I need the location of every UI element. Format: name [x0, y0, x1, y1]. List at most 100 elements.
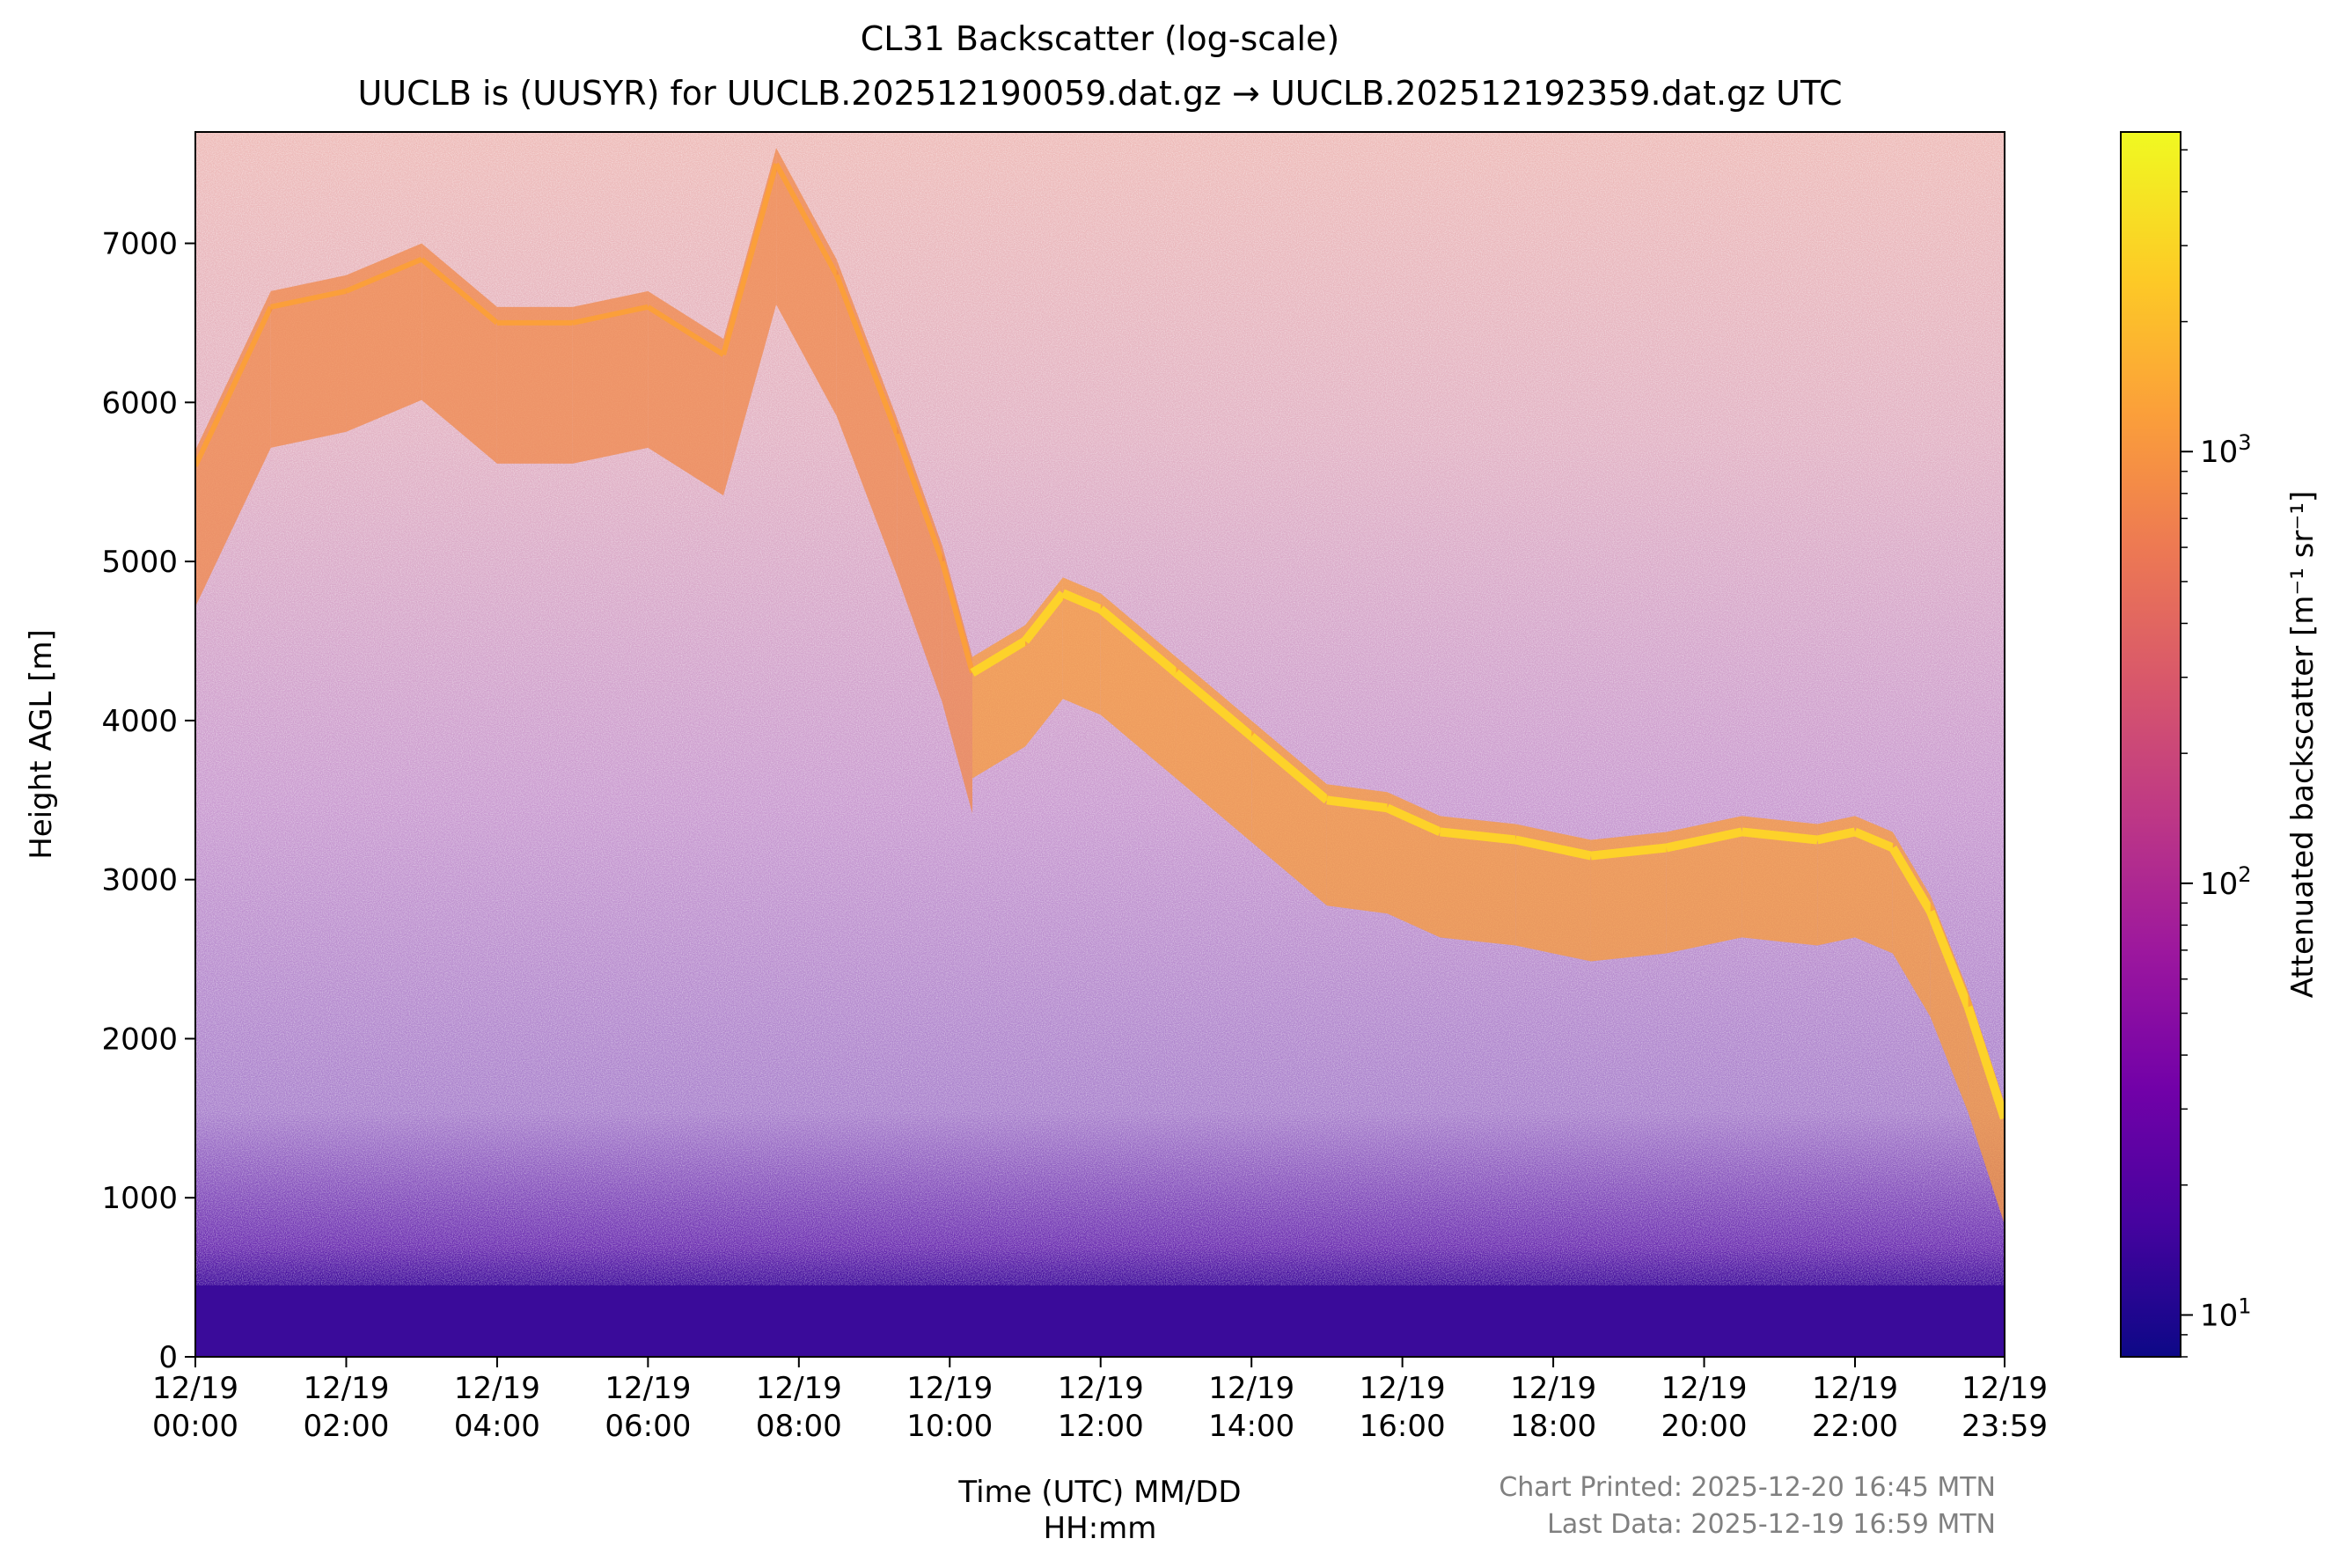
- cloud-segment: [1062, 577, 1101, 715]
- x-tick-label-time: 08:00: [756, 1409, 842, 1444]
- x-tick-label-time: 20:00: [1661, 1409, 1748, 1444]
- chart-subtitle: UUCLB is (UUSYR) for UUCLB.202512190059.…: [357, 74, 1842, 113]
- cloud-segment: [1930, 895, 1969, 1113]
- x-tick-label-date: 12/19: [1058, 1371, 1144, 1406]
- x-tick-label-date: 12/19: [1510, 1371, 1596, 1406]
- y-tick-label: 5000: [101, 545, 178, 580]
- cloud-base-line: [970, 637, 1028, 677]
- cloud-segment: [776, 148, 837, 416]
- cloud-segment: [1817, 816, 1856, 946]
- y-tick-label: 3000: [101, 863, 178, 898]
- x-tick-label-time: 18:00: [1510, 1409, 1596, 1444]
- cloud-segment: [1326, 784, 1388, 914]
- cloud-segment: [1515, 824, 1591, 962]
- colorbar-gradient: [2120, 131, 2181, 1358]
- cloud-base-line: [195, 305, 274, 467]
- cloud-segment: [1741, 816, 1818, 946]
- cloud-base-line: [1022, 590, 1067, 644]
- x-tick-label-time: 14:00: [1208, 1409, 1294, 1444]
- cloud-base-line: [1248, 733, 1331, 804]
- cloud-base-line: [1888, 845, 1935, 914]
- x-axis-label-line1: Time (UTC) MM/DD: [957, 1475, 1241, 1510]
- x-tick-label-date: 12/19: [906, 1371, 993, 1406]
- cloud-base-line: [270, 288, 348, 310]
- cloud-base-line: [420, 257, 499, 326]
- colorbar-ticks: 101 102 103: [2181, 149, 2252, 1358]
- cloud-segment: [422, 243, 497, 464]
- y-tick-label: 2000: [101, 1022, 178, 1057]
- x-tick-label-time: 12:00: [1058, 1409, 1144, 1444]
- cloud-segment: [1025, 577, 1063, 747]
- last-data-note: Last Data: 2025-12-19 16:59 MTN: [1547, 1509, 1996, 1540]
- cloud-base-line: [345, 256, 423, 294]
- cloud-base-line: [1385, 803, 1442, 836]
- y-tick-label: 1000: [101, 1181, 178, 1216]
- cloud-segment: [1251, 720, 1327, 906]
- cloud-base-line: [1963, 1005, 2005, 1120]
- y-axis: 0 1000 2000 3000 4000 5000 6000 7000: [101, 227, 195, 1375]
- x-tick-label-time: 22:00: [1812, 1409, 1898, 1444]
- x-tick-label-date: 12/19: [605, 1371, 691, 1406]
- cloud-layer: [195, 148, 2005, 1224]
- cloud-segment: [1892, 832, 1931, 1017]
- cloud-base-line: [572, 304, 649, 326]
- cloud-base-line: [1514, 835, 1592, 861]
- colorbar-tick-label: 102: [2200, 862, 2252, 902]
- x-tick-label-date: 12/19: [1360, 1371, 1446, 1406]
- cloud-segment: [270, 275, 347, 448]
- cloud-segment: [1100, 593, 1177, 779]
- cloud-base-line: [1590, 843, 1668, 861]
- x-tick-label-date: 12/19: [1812, 1371, 1898, 1406]
- cloud-base-line: [1665, 827, 1743, 853]
- y-tick-label: 7000: [101, 227, 178, 262]
- cloud-base-line: [894, 433, 945, 563]
- cloud-segment: [496, 306, 573, 464]
- colorbar-label: Attenuated backscatter [m⁻¹ sr⁻¹]: [2285, 491, 2321, 999]
- x-axis-label-line2: HH:mm: [1044, 1511, 1157, 1546]
- x-axis: 12/1900:0012/1902:0012/1904:0012/1906:00…: [152, 1357, 2048, 1444]
- cloud-base-line: [1926, 909, 1973, 1009]
- cloud-segment: [1968, 991, 2005, 1224]
- cloud-base-line: [721, 163, 779, 355]
- x-tick-label-time: 06:00: [605, 1409, 691, 1444]
- y-tick-label: 4000: [101, 704, 178, 739]
- x-tick-label-time: 04:00: [454, 1409, 540, 1444]
- x-tick-label-time: 23:59: [1961, 1409, 2048, 1444]
- colorbar-tick-label: 103: [2200, 430, 2252, 470]
- cloud-base-line: [1816, 827, 1857, 845]
- chart-printed-note: Chart Printed: 2025-12-20 16:45 MTN: [1499, 1472, 1996, 1503]
- cloud-base-line: [1439, 827, 1516, 845]
- y-axis-label: Height AGL [m]: [24, 629, 59, 860]
- cloud-base-line: [1853, 827, 1895, 853]
- cloud-base-line: [939, 561, 975, 674]
- cloud-segment: [572, 290, 649, 464]
- colorbar: 101 102 103 Attenuated backscatter [m⁻¹ sr…: [2120, 131, 2321, 1358]
- x-tick-label-date: 12/19: [1961, 1371, 2048, 1406]
- cloud-segment: [836, 259, 898, 575]
- cloud-segment: [942, 546, 972, 814]
- cloud-segment: [346, 243, 422, 432]
- plot-area: [195, 132, 2005, 1357]
- cloud-base-line: [1741, 827, 1818, 845]
- cloud-segment: [1176, 656, 1252, 842]
- x-tick-label-date: 12/19: [1208, 1371, 1294, 1406]
- cloud-segment: [1440, 816, 1516, 946]
- x-tick-label-time: 02:00: [303, 1409, 389, 1444]
- x-tick-label-date: 12/19: [303, 1371, 389, 1406]
- x-tick-label-date: 12/19: [756, 1371, 842, 1406]
- cloud-segment: [897, 418, 942, 703]
- cloud-base-line: [646, 304, 725, 357]
- x-tick-label-date: 12/19: [1661, 1371, 1748, 1406]
- x-tick-label-time: 16:00: [1360, 1409, 1446, 1444]
- cloud-base-line: [1326, 795, 1389, 813]
- chart-title: CL31 Backscatter (log-scale): [861, 19, 1339, 58]
- cloud-base-line: [774, 162, 840, 277]
- x-tick-label-time: 00:00: [152, 1409, 238, 1444]
- x-tick-label-date: 12/19: [152, 1371, 238, 1406]
- y-tick-label: 6000: [101, 385, 178, 421]
- x-tick-label-date: 12/19: [454, 1371, 540, 1406]
- cloud-base-line: [1060, 589, 1103, 613]
- cloud-segment: [1666, 816, 1742, 954]
- colorbar-tick-label: 101: [2200, 1293, 2252, 1333]
